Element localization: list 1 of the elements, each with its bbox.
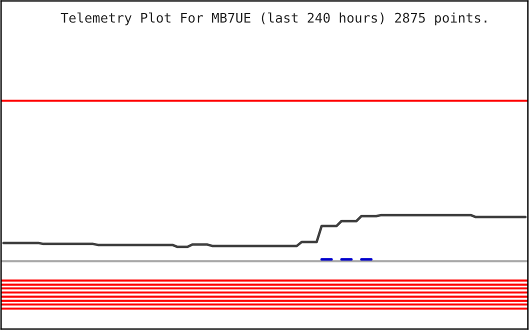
- chart-title: Telemetry Plot For MB7UE (last 240 hours) 2875 points.: [60, 12, 486, 26]
